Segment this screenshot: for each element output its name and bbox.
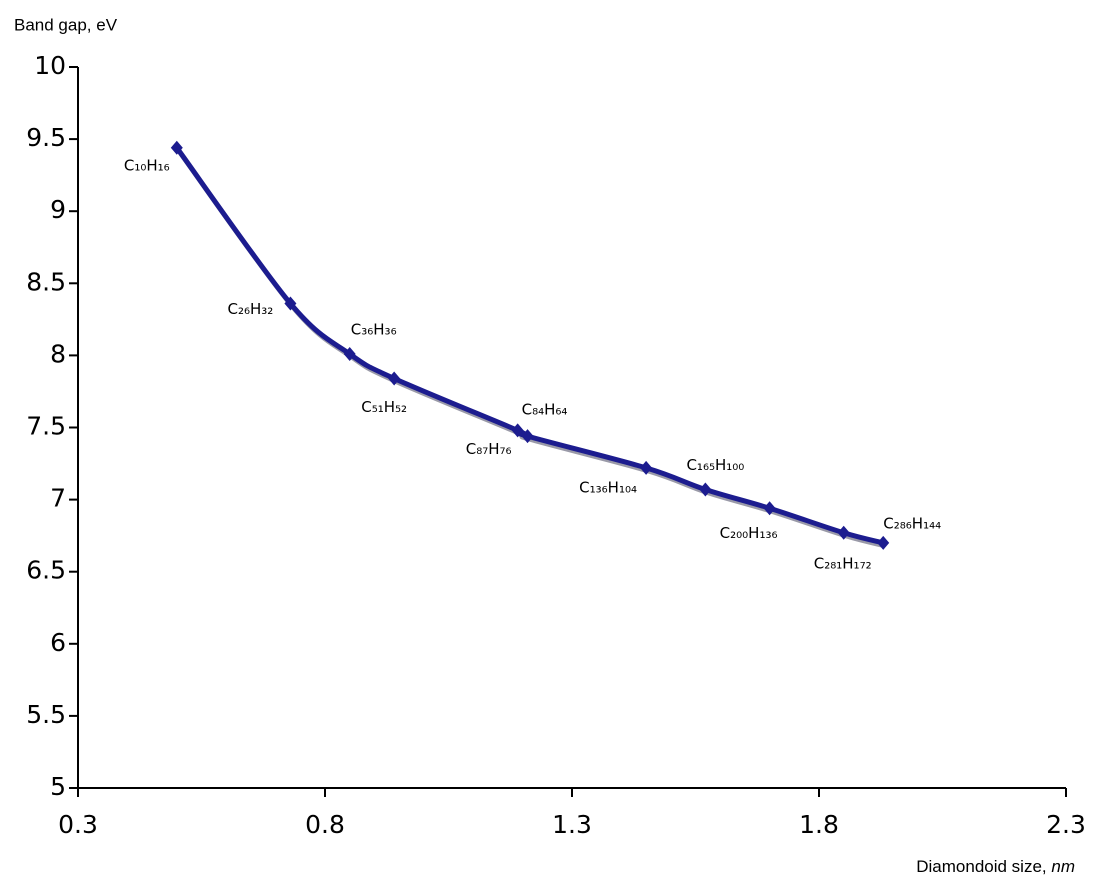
y-tick-label: 9 (50, 195, 66, 224)
point-label: C₃₆H₃₆ (351, 320, 397, 338)
y-tick-label: 10 (34, 51, 66, 80)
y-tick-label: 8 (50, 339, 66, 368)
x-axis-title-text: Diamondoid size, (916, 857, 1046, 876)
marker (877, 535, 890, 550)
y-tick-label: 5 (50, 772, 66, 801)
marker (388, 371, 401, 386)
marker (511, 423, 524, 438)
y-tick-label: 9.5 (26, 123, 66, 152)
point-label: C₅₁H₅₂ (361, 398, 407, 416)
y-tick-label: 6.5 (26, 556, 66, 585)
y-tick-label: 8.5 (26, 267, 66, 296)
x-tick-label: 1.3 (552, 810, 592, 839)
y-tick-label: 5.5 (26, 700, 66, 729)
x-tick-label: 1.8 (799, 810, 839, 839)
point-label: C₂₈₆H₁₄₄ (883, 514, 941, 532)
marker (837, 525, 850, 540)
point-label: C₁₃₆H₁₀₄ (579, 478, 637, 496)
line-shadow (176, 149, 886, 549)
x-axis-title: Diamondoid size, nm (916, 857, 1075, 876)
point-label: C₂₆H₃₂ (228, 300, 274, 318)
y-axis-title: Band gap, eV (14, 15, 118, 34)
x-tick-label: 0.8 (305, 810, 345, 839)
point-label: C₂₈₁H₁₇₂ (814, 554, 872, 572)
y-tick-label: 7 (50, 484, 66, 513)
point-label: C₈₇H₇₆ (466, 440, 512, 458)
marker (699, 482, 712, 497)
y-tick-label: 7.5 (26, 412, 66, 441)
y-tick-label: 6 (50, 628, 66, 657)
point-label: C₁₆₅H₁₀₀ (686, 456, 744, 474)
marker (640, 460, 653, 475)
point-label: C₈₄H₆₄ (522, 401, 568, 419)
line (174, 146, 884, 546)
point-label: C₂₀₀H₁₃₆ (720, 524, 778, 542)
marker (343, 346, 356, 361)
x-tick-label: 2.3 (1046, 810, 1086, 839)
marker (763, 501, 776, 516)
marker (521, 429, 534, 444)
x-tick-label: 0.3 (58, 810, 98, 839)
marker (170, 140, 183, 155)
point-label: C₁₀H₁₆ (124, 156, 170, 174)
marker (284, 296, 297, 311)
x-axis-unit: nm (1051, 857, 1075, 876)
